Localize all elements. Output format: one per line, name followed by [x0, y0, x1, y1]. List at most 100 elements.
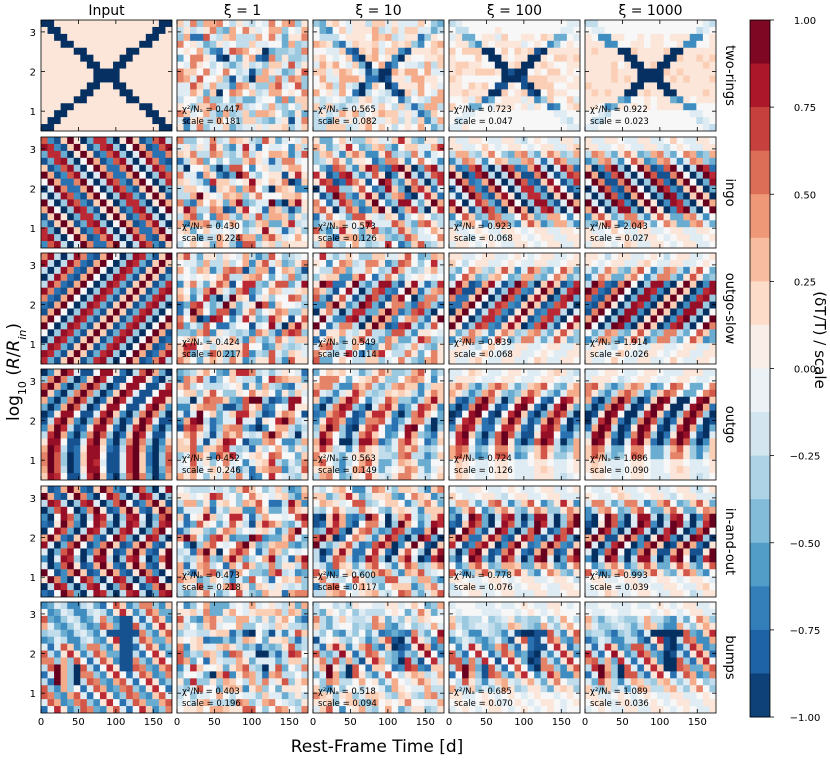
heatmap-cell: [275, 308, 283, 316]
heatmap-cell: [670, 110, 678, 118]
heatmap-cell: [229, 280, 237, 289]
heatmap-cell: [216, 47, 224, 56]
heatmap-cell: [507, 96, 515, 104]
heatmap-cell: [99, 280, 107, 289]
heatmap-cell: [547, 301, 555, 309]
heatmap-cell: [481, 124, 489, 131]
heatmap-cell: [119, 287, 127, 296]
heatmap-cell: [352, 47, 360, 56]
heatmap-cell: [553, 33, 561, 42]
heatmap-cell: [262, 273, 270, 282]
heatmap-cell: [488, 350, 496, 358]
heatmap-cell: [281, 150, 289, 159]
heatmap-cell: [190, 206, 198, 214]
heatmap-cell: [494, 322, 502, 330]
heatmap-cell: [301, 178, 308, 186]
heatmap-cell: [132, 68, 140, 76]
heatmap-cell: [326, 329, 334, 337]
heatmap-cell: [663, 301, 671, 309]
heatmap-cell: [229, 329, 237, 337]
heatmap-cell: [391, 178, 399, 186]
heatmap-cell: [235, 213, 243, 221]
heatmap-cell: [617, 82, 625, 90]
heatmap-cell: [73, 315, 81, 323]
heatmap-cell: [80, 124, 88, 131]
heatmap-cell: [534, 350, 542, 358]
heatmap-cell: [449, 75, 456, 83]
heatmap-cell: [411, 266, 419, 275]
heatmap-cell: [365, 357, 373, 364]
heatmap-cell: [507, 20, 515, 28]
heatmap-cell: [145, 137, 153, 145]
heatmap-cell: [313, 178, 320, 186]
heatmap-cell: [106, 26, 114, 35]
heatmap-cell: [598, 357, 606, 364]
heatmap-cell: [67, 47, 75, 56]
heatmap-cell: [385, 220, 392, 228]
heatmap-cell: [203, 199, 211, 207]
heatmap-cell: [41, 357, 48, 364]
heatmap-cell: [521, 26, 528, 35]
heatmap-cell: [657, 192, 664, 200]
heatmap-cell: [196, 336, 204, 344]
heatmap-cell: [670, 185, 678, 193]
heatmap-cell: [183, 234, 191, 242]
heatmap-cell: [604, 171, 612, 180]
heatmap-cell: [126, 54, 134, 63]
heatmap-cell: [209, 322, 217, 330]
heatmap-cell: [183, 343, 191, 351]
heatmap-cell: [86, 227, 94, 235]
heatmap-cell: [294, 301, 302, 309]
heatmap-cell: [139, 308, 147, 316]
heatmap-cell: [643, 213, 651, 221]
heatmap-cell: [86, 259, 94, 268]
heatmap-cell: [119, 33, 127, 42]
heatmap-cell: [216, 294, 224, 302]
heatmap-cell: [385, 273, 392, 282]
heatmap-cell: [702, 137, 710, 145]
heatmap-cell: [547, 103, 555, 111]
heatmap-cell: [650, 164, 658, 173]
heatmap-cell: [177, 227, 184, 235]
heatmap-cell: [494, 150, 502, 159]
heatmap-cell: [216, 227, 224, 235]
heatmap-cell: [196, 54, 204, 63]
scale-annotation: scale = 0.114: [318, 350, 377, 360]
heatmap-cell: [560, 96, 568, 104]
heatmap-cell: [339, 343, 347, 351]
heatmap-cell: [165, 266, 172, 275]
heatmap-cell: [365, 185, 373, 193]
heatmap-cell: [637, 96, 645, 104]
heatmap-cell: [352, 75, 360, 83]
heatmap-cell: [540, 150, 548, 159]
heatmap-cell: [332, 96, 340, 104]
heatmap-cell: [132, 206, 140, 214]
heatmap-cell: [326, 47, 334, 56]
heatmap-cell: [73, 192, 81, 200]
heatmap-cell: [617, 273, 625, 282]
heatmap-cell: [494, 350, 502, 358]
heatmap-cell: [352, 220, 360, 228]
heatmap-cell: [398, 322, 406, 330]
heatmap-cell: [591, 287, 599, 296]
chi2-annotation: χ²/Nₐ = 0.565: [318, 105, 376, 115]
heatmap-cell: [190, 336, 198, 344]
heatmap-cell: [80, 157, 88, 166]
heatmap-cell: [560, 220, 568, 228]
heatmap-cell: [507, 164, 515, 173]
heatmap-cell: [573, 199, 580, 207]
heatmap-cell: [630, 117, 638, 125]
heatmap-cell: [676, 96, 684, 104]
heatmap-cell: [229, 273, 237, 282]
heatmap-cell: [255, 308, 263, 316]
heatmap-cell: [145, 329, 153, 337]
heatmap-cell: [670, 280, 678, 289]
heatmap-cell: [494, 89, 502, 97]
heatmap-cell: [501, 308, 509, 316]
heatmap-cell: [67, 110, 75, 118]
heatmap-cell: [352, 287, 360, 296]
heatmap-cell: [47, 343, 55, 351]
heatmap-cell: [203, 124, 211, 131]
heatmap-cell: [165, 20, 172, 28]
heatmap-cell: [650, 96, 658, 104]
